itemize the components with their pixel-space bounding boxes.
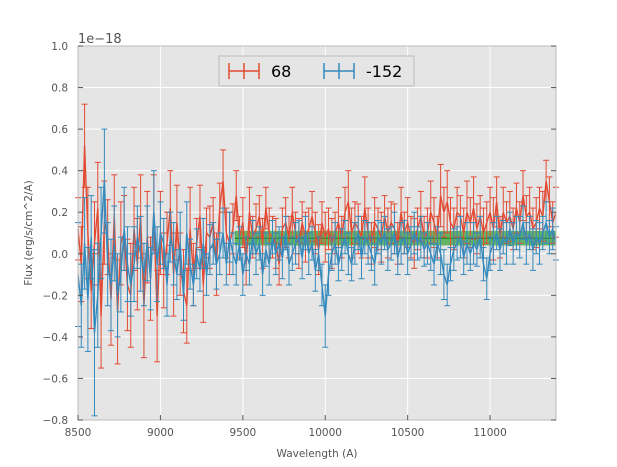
y-tick-label: 0.2: [51, 207, 68, 219]
x-tick-label: 8500: [65, 427, 92, 439]
x-axis-label: Wavelength (A): [276, 448, 357, 460]
y-tick-label: −0.6: [43, 373, 69, 385]
x-tick-label: 10500: [391, 427, 424, 439]
plot-frame: [77, 45, 557, 421]
y-tick-label: 0.0: [51, 249, 68, 261]
y-tick-label: 0.4: [51, 166, 68, 178]
y-offset-label: 1e−18: [78, 32, 122, 47]
legend: 68 -152: [218, 55, 415, 87]
legend-label: 68: [271, 62, 291, 81]
y-tick-label: −0.4: [43, 332, 69, 344]
series-layer: [75, 103, 559, 417]
legend-items: 68 -152: [228, 62, 402, 81]
series-line: [77, 145, 557, 317]
series-line: [77, 181, 557, 333]
legend-label: -152: [366, 62, 402, 81]
y-tick-label: 0.6: [51, 124, 68, 136]
y-tick-label: 0.8: [51, 83, 68, 95]
x-tick-label: 10000: [309, 427, 342, 439]
x-tick-label: 9000: [147, 427, 174, 439]
y-axis-label: Flux (erg/s/cm^2/A): [23, 180, 35, 285]
axis-ticks: 8500 9000 9500 10000 10500 11000 −0.8 −0.6 −0.4 −…: [43, 41, 556, 439]
y-tick-label: −0.8: [43, 415, 69, 427]
y-tick-label: 1.0: [51, 41, 68, 53]
y-tick-label: −0.2: [43, 290, 69, 302]
x-tick-label: 9500: [229, 427, 256, 439]
x-tick-label: 11000: [473, 427, 506, 439]
